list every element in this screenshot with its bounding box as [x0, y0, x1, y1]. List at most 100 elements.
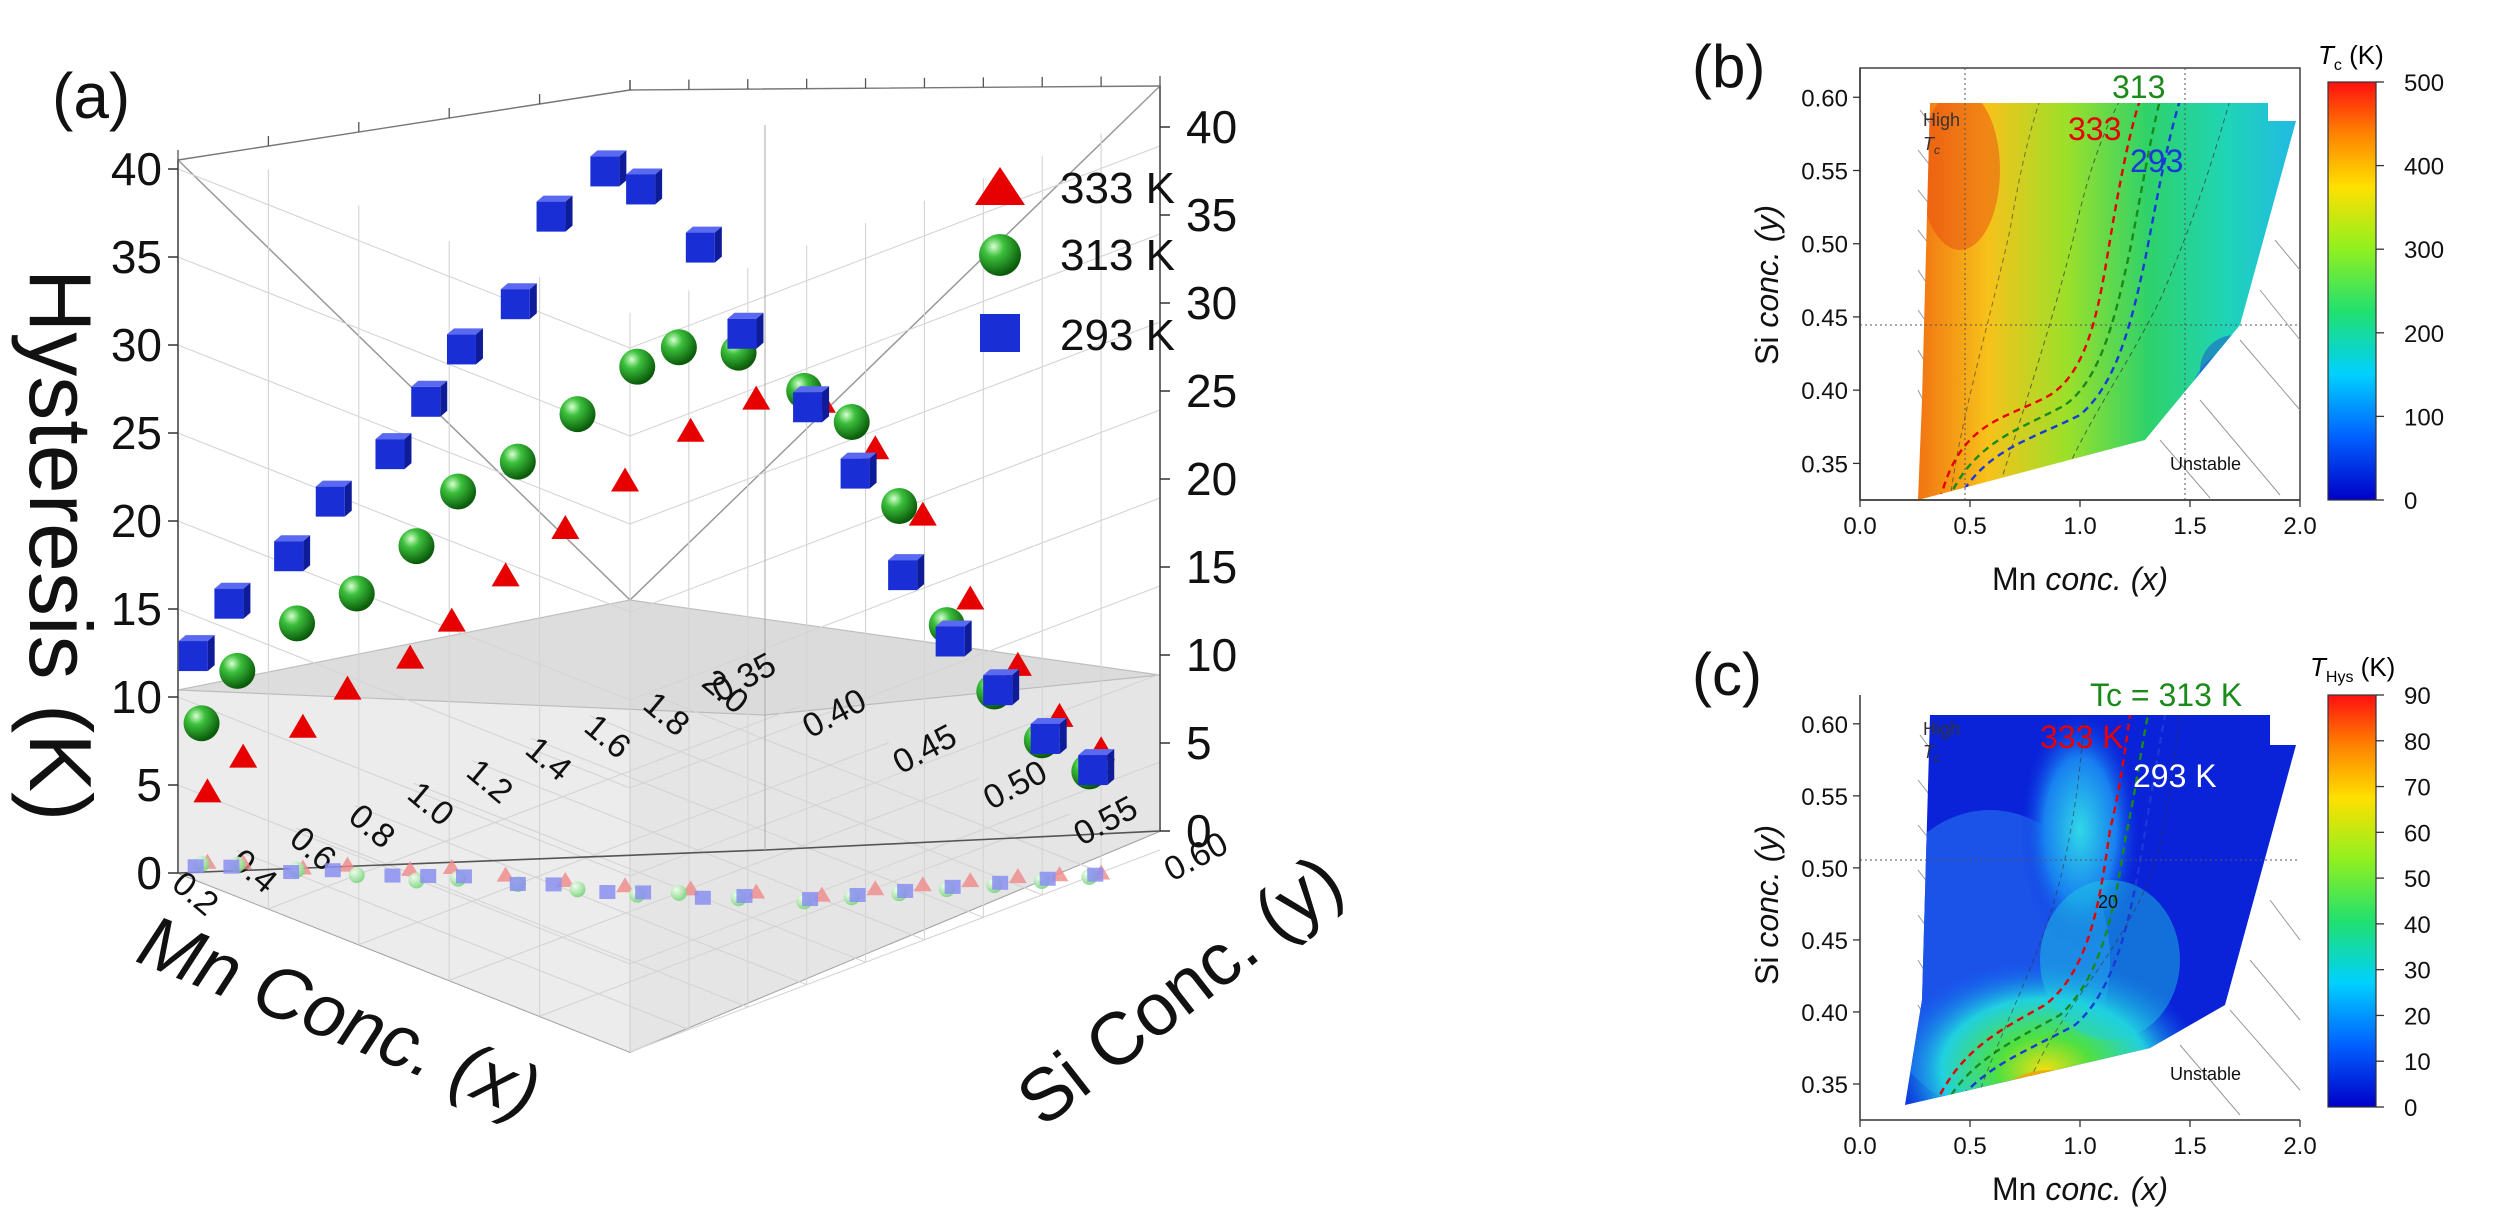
panel-c-label: (c)	[1692, 641, 1762, 708]
data-point-293	[536, 195, 573, 232]
data-point-293	[446, 328, 483, 365]
z-tick-label-left: 5	[136, 759, 162, 811]
colorbar-tick-label: 40	[2404, 912, 2431, 939]
data-point-313	[440, 473, 477, 510]
cube-side	[822, 386, 830, 423]
colorbar-tick-label: 50	[2404, 866, 2431, 893]
data-point-333	[956, 585, 985, 610]
data-point-313	[559, 396, 596, 433]
grid-line	[177, 145, 1161, 349]
legend-a: 333 K 313 K 293 K	[975, 164, 1175, 360]
cube-top	[983, 669, 1020, 676]
colorbar-tick-label: 60	[2404, 820, 2431, 847]
data-point-293	[626, 168, 663, 205]
contour-label-333-b: 333	[2068, 111, 2121, 147]
z-tick-label-left: 25	[111, 407, 162, 459]
panel-a: 005510101515202025253030353540400.20.40.…	[11, 60, 1357, 1142]
cube-front	[935, 626, 965, 657]
colorbar-tick-label: 20	[2404, 1003, 2431, 1030]
x-tick-label: 0.5	[1953, 1133, 1986, 1160]
cube-front	[500, 289, 530, 320]
y-tick-label: 0.60	[1158, 824, 1234, 889]
cube-front	[1030, 723, 1060, 754]
x-tick-label: 0.5	[1953, 513, 1986, 540]
shadow-point-293	[849, 888, 866, 902]
cube-side	[243, 582, 251, 619]
cube-top	[935, 620, 972, 627]
data-point-333	[742, 385, 771, 410]
hatch-c	[1917, 734, 2301, 1116]
data-point-313	[219, 652, 256, 689]
shadow-point-293	[545, 877, 562, 892]
shadow-point-313	[670, 884, 687, 901]
y-tick-label: 0.60	[1801, 85, 1848, 112]
grid-line	[177, 321, 1161, 525]
cube-side	[1012, 669, 1020, 706]
region-high-tc-sym-b: Tc	[1923, 134, 1940, 157]
contour-label-333-c: 333 K	[2040, 719, 2124, 755]
shadow-point-293	[455, 869, 472, 884]
shadow-point-293	[694, 890, 711, 905]
cube-top	[727, 312, 764, 319]
data-point-293	[411, 380, 448, 417]
legend-label-313: 313 K	[1060, 231, 1175, 280]
region-high-tc-b: High	[1923, 110, 1960, 130]
y-axis-title-b: Si conc. (y)	[1749, 205, 1785, 365]
z-tick-label-left: 10	[111, 671, 162, 723]
region-unstable-c: Unstable	[2170, 1064, 2241, 1084]
data-point-293	[178, 635, 215, 672]
cube-top	[214, 582, 251, 589]
data-point-313	[499, 443, 536, 480]
z-tick-label-left: 20	[111, 495, 162, 547]
data-point-313	[833, 404, 870, 441]
cube-top	[626, 168, 663, 175]
x-tick-label: 2.0	[2283, 513, 2316, 540]
cube-top	[500, 283, 537, 290]
shadow-point-293	[384, 868, 401, 883]
panel-a-label: (a)	[52, 60, 130, 132]
y-tick-label: 0.50	[1801, 856, 1848, 883]
data-point-293	[935, 620, 972, 657]
colorbar-tick-label: 10	[2404, 1049, 2431, 1076]
region-high-tc-sym-c: Tc	[1923, 742, 1940, 765]
data-point-333	[908, 501, 937, 526]
data-point-333	[491, 562, 520, 587]
shadow-point-293	[897, 883, 914, 898]
x-axis-title-c: Mn conc. (x)	[1992, 1171, 2168, 1207]
x-tick-label: 0.0	[1843, 513, 1876, 540]
z-tick-label-left: 40	[111, 143, 162, 195]
shadow-point-293	[944, 879, 961, 894]
legend-label-333: 333 K	[1060, 164, 1175, 213]
colorbar-tick-label: 400	[2404, 154, 2444, 181]
colorbar-tick-label: 100	[2404, 404, 2444, 431]
cube-front	[178, 641, 208, 672]
data-point-293	[375, 433, 412, 470]
cube-front	[626, 174, 656, 205]
cube-front	[590, 156, 620, 187]
grid-line	[449, 777, 980, 981]
cube-top	[793, 386, 830, 393]
colorbar-c	[2327, 694, 2377, 1108]
shadow-point-293	[223, 859, 240, 874]
z-tick-label-right: 35	[1186, 189, 1237, 241]
cube-side	[404, 433, 412, 470]
grid-line	[629, 849, 1161, 1053]
shadow-point-313	[348, 867, 365, 884]
cube-top	[375, 433, 412, 440]
shadow-point-293	[992, 875, 1009, 890]
grid-line	[177, 233, 1161, 437]
y-tick-label: 0.50	[1801, 232, 1848, 259]
y-tick-label: 0.45	[1801, 305, 1848, 332]
cube-front	[274, 541, 304, 572]
data-point-293	[214, 582, 251, 619]
data-point-293	[274, 535, 311, 572]
cube-front	[214, 588, 244, 619]
x-tick-label: 1.5	[2173, 1133, 2206, 1160]
colorbar-tick-label: 70	[2404, 775, 2431, 802]
cube-top	[1078, 749, 1115, 756]
contour-label-293-c: 293 K	[2133, 758, 2217, 794]
cube-top	[1030, 717, 1067, 724]
cube-side	[869, 452, 877, 489]
z-tick-label-right: 25	[1186, 365, 1237, 417]
